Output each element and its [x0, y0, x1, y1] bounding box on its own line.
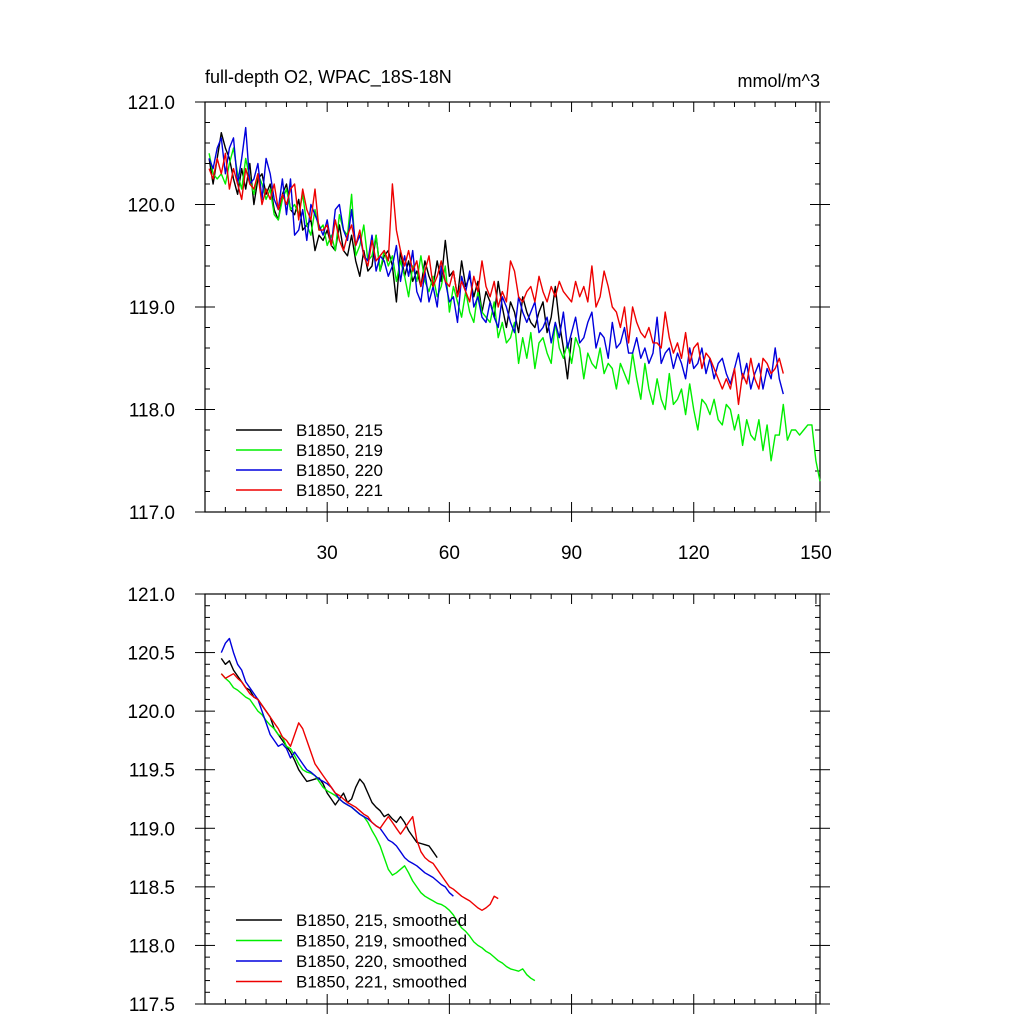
- y-tick-label: 121.0: [127, 93, 175, 114]
- y-tick-label: 118.0: [129, 401, 175, 422]
- x-tick-label: 150: [800, 543, 832, 564]
- y-tick-label: 120.0: [127, 196, 175, 217]
- legend-label: B1850, 220: [296, 461, 383, 480]
- legend-label: B1850, 221: [296, 481, 383, 500]
- y-tick-label: 118.0: [129, 936, 175, 957]
- legend-label: B1850, 215, smoothed: [296, 911, 467, 930]
- series-line-2: [220, 673, 536, 982]
- legend-label: B1850, 221, smoothed: [296, 973, 467, 992]
- plot-frame: [204, 593, 821, 1005]
- tick-labels: 117.5 118.0 118.5 119.0 119.5 120.0 120.5 121.0: [127, 585, 175, 1016]
- y-tick-label: 117.5: [129, 995, 175, 1016]
- y-tick-label: 117.0: [129, 503, 175, 524]
- axis-ticks: [195, 101, 830, 522]
- series-line-3: [220, 637, 454, 897]
- units-label: mmol/m^3: [738, 71, 820, 91]
- series-line-2: [208, 147, 821, 482]
- legend-label: B1850, 219, smoothed: [296, 932, 467, 951]
- legend-label: B1850, 219: [296, 441, 383, 460]
- y-tick-label: 118.5: [129, 878, 175, 899]
- x-tick-label: 30: [317, 543, 338, 564]
- bottom-panel: 117.5 118.0 118.5 119.0 119.5 120.0 120.5 121.0…: [127, 585, 830, 1016]
- legend-label: B1850, 215: [296, 421, 383, 440]
- legend-label: B1850, 220, smoothed: [296, 952, 467, 971]
- y-tick-label: 119.5: [129, 761, 175, 782]
- series-line-4: [220, 673, 499, 911]
- series-lines: [208, 126, 821, 482]
- y-tick-label: 120.0: [127, 702, 175, 723]
- series-line-3: [208, 126, 784, 395]
- x-tick-label: 90: [561, 543, 582, 564]
- y-tick-label: 119.0: [129, 298, 175, 319]
- legend: B1850, 215, smoothed B1850, 219, smoothed…: [236, 911, 467, 992]
- tick-labels: 30 60 90 120 150 117.0 118.0 119.0 120.0 121.0: [127, 93, 831, 564]
- top-panel: full-depth O2, WPAC_18S-18N mmol/m^3 30 6…: [127, 67, 831, 564]
- series-lines: [220, 637, 536, 982]
- y-tick-label: 119.0: [129, 819, 175, 840]
- series-line-1: [208, 131, 573, 380]
- chart-title: full-depth O2, WPAC_18S-18N: [205, 67, 452, 88]
- x-tick-label: 120: [678, 543, 710, 564]
- axis-ticks: [195, 593, 830, 1014]
- y-tick-label: 121.0: [127, 585, 175, 606]
- x-tick-label: 60: [439, 543, 460, 564]
- y-tick-label: 120.5: [127, 644, 175, 665]
- series-line-4: [208, 152, 784, 406]
